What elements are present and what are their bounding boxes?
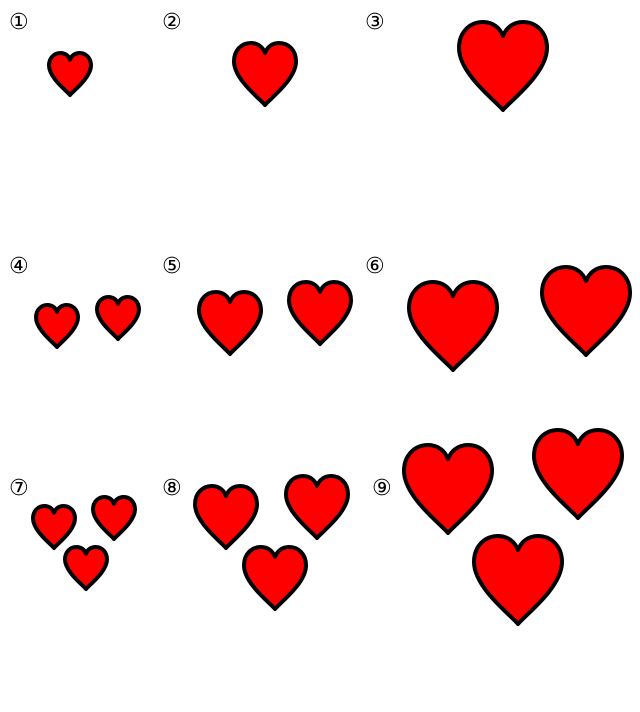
panel-label-7: ⑦ (9, 476, 29, 501)
heart-icon-panel-1-1 (47, 51, 93, 97)
heart-shape (192, 483, 260, 551)
panel-label-5: ⑤ (162, 254, 182, 279)
heart-shape (540, 265, 632, 357)
heart-icon-panel-8-2 (283, 473, 351, 541)
heart-icon-panel-4-2 (95, 295, 141, 341)
heart-shape (63, 545, 109, 591)
panel-label-9: ⑨ (372, 476, 392, 501)
heart-shape (91, 495, 137, 541)
panel-label-4: ④ (9, 254, 29, 279)
heart-icon-panel-2-1 (231, 40, 299, 108)
heart-shape (231, 40, 299, 108)
heart-icon-panel-7-1 (31, 504, 77, 550)
heart-icon-panel-8-1 (192, 483, 260, 551)
heart-icon-panel-4-1 (34, 303, 80, 349)
heart-shape (532, 428, 624, 520)
heart-shape (283, 473, 351, 541)
heart-icon-panel-9-3 (472, 534, 564, 626)
heart-shape (47, 51, 93, 97)
heart-shape (34, 303, 80, 349)
panel-label-6: ⑥ (365, 254, 385, 279)
panel-label-2: ② (162, 10, 182, 35)
heart-icon-panel-7-3 (63, 545, 109, 591)
panel-label-1: ① (9, 10, 29, 35)
heart-shape (95, 295, 141, 341)
heart-icon-panel-5-1 (196, 289, 264, 357)
panel-label-3: ③ (365, 10, 385, 35)
heart-icon-panel-6-1 (407, 280, 499, 372)
heart-icon-panel-9-2 (532, 428, 624, 520)
heart-icon-panel-5-2 (286, 279, 354, 347)
heart-shape (407, 280, 499, 372)
heart-shape (196, 289, 264, 357)
panel-label-8: ⑧ (162, 476, 182, 501)
heart-shape (457, 20, 549, 112)
heart-shape (402, 443, 494, 535)
heart-shape (286, 279, 354, 347)
heart-shape (472, 534, 564, 626)
heart-icon-panel-9-1 (402, 443, 494, 535)
heart-icon-panel-8-3 (241, 544, 309, 612)
heart-icon-panel-7-2 (91, 495, 137, 541)
heart-shape (31, 504, 77, 550)
heart-shape (241, 544, 309, 612)
heart-icon-panel-3-1 (457, 20, 549, 112)
heart-icon-panel-6-2 (540, 265, 632, 357)
